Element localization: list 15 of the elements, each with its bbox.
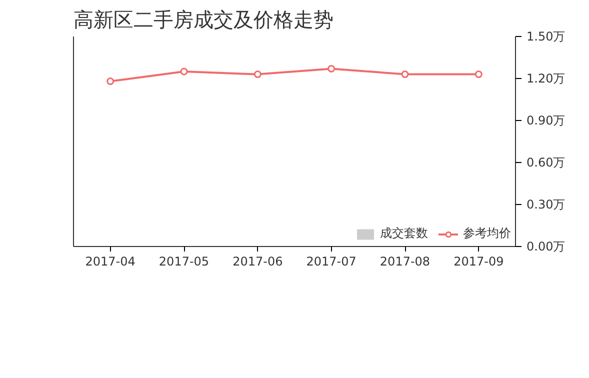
x-tick-label: 2017-04	[85, 254, 136, 268]
x-tick-label: 2017-06	[232, 254, 283, 268]
x-tick-label: 2017-07	[306, 254, 356, 268]
x-tick-label: 2017-09	[454, 254, 504, 268]
y2-tick-label: 0.60万	[526, 156, 566, 170]
legend-label: 成交套数	[380, 225, 428, 242]
y2-tick-label: 0.00万	[526, 240, 566, 254]
chart-title: 高新区二手房成交及价格走势	[74, 8, 334, 32]
y2-tick-label: 1.50万	[526, 30, 566, 44]
x-tick-label: 2017-05	[158, 254, 210, 268]
y2-tick-label: 0.30万	[526, 198, 566, 212]
legend-label: 参考均价	[463, 225, 511, 242]
y2-tick-label: 0.90万	[526, 114, 566, 128]
y2-tick-label: 1.20万	[526, 72, 566, 86]
x-tick-label: 2017-08	[380, 254, 430, 268]
